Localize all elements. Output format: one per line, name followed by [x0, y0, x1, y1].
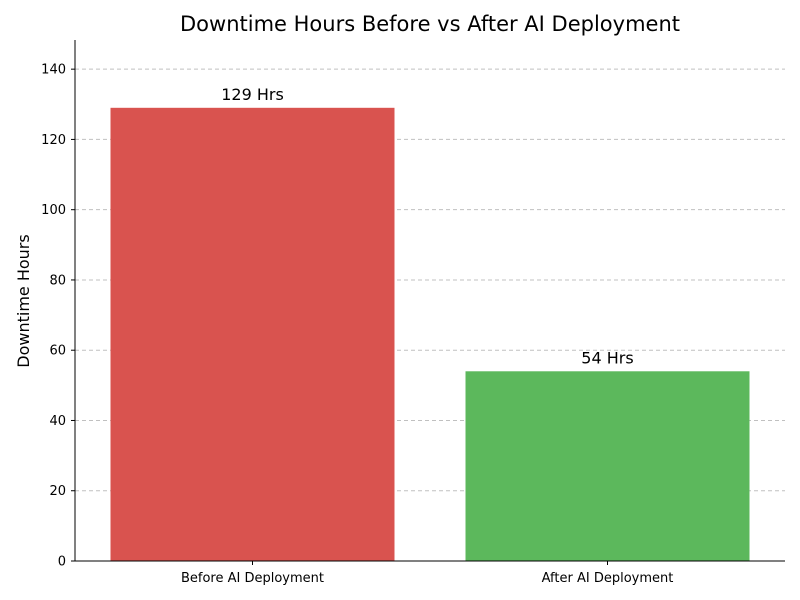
bar [110, 107, 395, 562]
y-tick-label: 120 [41, 133, 66, 148]
y-tick-label: 80 [49, 273, 66, 288]
data-label: 129 Hrs [221, 85, 284, 104]
y-axis-label: Downtime Hours [14, 234, 33, 367]
y-tick-label: 0 [58, 555, 66, 570]
axes [71, 40, 785, 565]
bars [110, 107, 750, 562]
y-tick-label: 60 [49, 344, 66, 359]
x-tick-label: Before AI Deployment [181, 571, 324, 586]
data-labels: 129 Hrs 54 Hrs [221, 85, 633, 367]
y-tick-label: 40 [49, 414, 66, 429]
data-label: 54 Hrs [581, 348, 633, 367]
bar [465, 371, 750, 561]
y-tick-label: 100 [41, 203, 66, 218]
y-tick-label: 20 [49, 484, 66, 499]
x-tick-label: After AI Deployment [542, 571, 674, 586]
tick-labels: 0 20 40 60 80 100 120 140 Before AI Deployment Af… [41, 63, 673, 586]
y-tick-label: 140 [41, 63, 66, 78]
chart-title: Downtime Hours Before vs After AI Deploy… [180, 12, 680, 36]
